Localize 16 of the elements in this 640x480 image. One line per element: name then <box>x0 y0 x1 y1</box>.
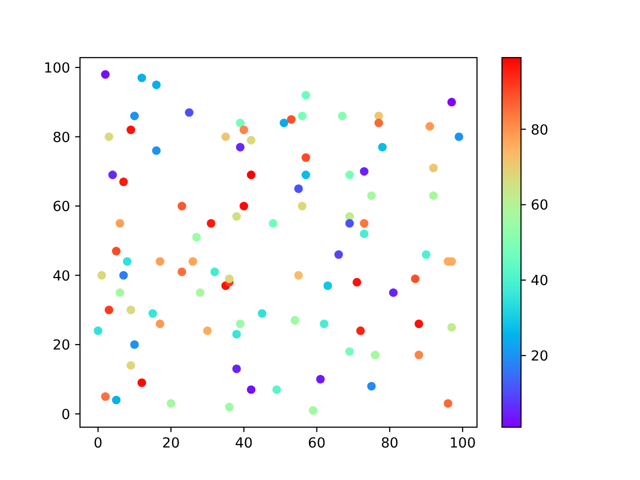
color-bar-label: 40 <box>530 273 548 290</box>
y-tick-label: 60 <box>52 199 70 216</box>
x-tick-label: 0 <box>94 436 102 452</box>
x-tick-label: 20 <box>162 436 180 452</box>
color-bar-label: 60 <box>530 198 548 214</box>
x-tick-label: 80 <box>380 436 399 452</box>
x-tick-label: 40 <box>235 436 253 452</box>
color-bar-label: 80 <box>530 122 548 138</box>
y-tick-label: 40 <box>52 268 70 284</box>
x-tick-label: 60 <box>308 436 326 452</box>
color-bar-label: 20 <box>530 348 548 365</box>
y-tick-label: 80 <box>52 130 70 146</box>
y-tick-label: 100 <box>44 60 70 76</box>
x-tick-label: 100 <box>449 436 476 452</box>
y-tick-label: 0 <box>61 406 70 423</box>
y-tick-label: 20 <box>52 338 70 354</box>
